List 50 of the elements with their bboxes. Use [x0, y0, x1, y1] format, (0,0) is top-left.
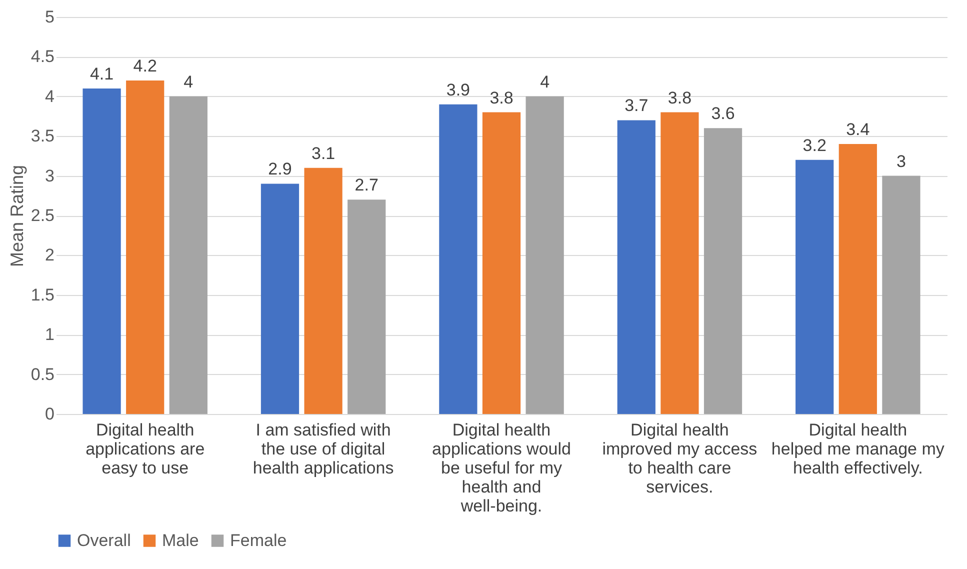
y-tick-label: 0 [45, 404, 54, 424]
bar [704, 128, 742, 414]
data-label: 3.4 [846, 120, 870, 140]
y-axis-title: Mean Rating [6, 164, 27, 268]
bar [617, 120, 656, 414]
bar [439, 104, 478, 414]
bar [82, 88, 121, 414]
bar [260, 184, 300, 414]
bar [169, 96, 208, 414]
data-label: 4.2 [133, 56, 157, 76]
legend-label: Female [230, 530, 287, 550]
bar [482, 112, 521, 414]
bar [882, 176, 920, 414]
y-tick-label: 0.5 [30, 364, 54, 384]
bar [348, 200, 386, 414]
y-tick-label: 2.5 [30, 206, 54, 225]
bar [660, 112, 699, 414]
bar [838, 144, 877, 414]
x-tick-label: Digital health helped me manage my health effectively. [771, 420, 945, 478]
data-label: 3.7 [624, 96, 648, 116]
y-tick-label: 1.5 [30, 285, 54, 304]
x-tick-label: Digital health applications are easy to use [86, 420, 205, 478]
x-tick-label: Digital health improved my access to health care services. [602, 420, 758, 496]
data-label: 3.8 [490, 88, 514, 108]
data-label: 3.2 [802, 136, 826, 155]
y-tick-label: 5 [45, 8, 54, 26]
y-tick-label: 2 [45, 246, 54, 265]
data-label: 4 [184, 72, 194, 92]
data-label: 3.9 [446, 80, 470, 100]
data-label: 2.9 [268, 160, 292, 179]
data-label: 2.7 [354, 176, 378, 195]
legend-label: Overall [77, 530, 131, 550]
data-label: 3.1 [311, 144, 336, 163]
legend-label: Male [162, 530, 199, 550]
bar [796, 160, 834, 414]
bar [526, 96, 564, 414]
bar [126, 80, 164, 414]
y-tick-label: 3.5 [30, 126, 54, 146]
bar [304, 168, 342, 414]
y-tick-label: 3 [45, 166, 54, 186]
x-tick-label: Digital health applications would be useful for my health and well-being. [432, 420, 571, 516]
y-tick-label: 4 [45, 86, 54, 106]
data-label: 3 [896, 152, 906, 171]
data-label: 3.6 [711, 104, 735, 124]
x-tick-label: I am satisfied with the use of digital health applications [252, 420, 394, 478]
y-tick-label: 4.5 [30, 47, 54, 66]
data-label: 4 [540, 72, 550, 92]
data-label: 4.1 [90, 64, 114, 84]
y-tick-label: 1 [45, 325, 54, 344]
data-label: 3.8 [668, 88, 692, 108]
